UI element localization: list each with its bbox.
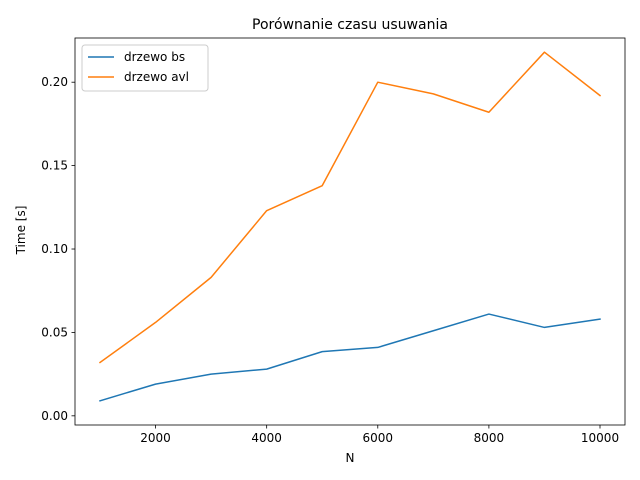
x-tick-label: 6000 bbox=[363, 431, 394, 445]
y-tick-label: 0.05 bbox=[41, 325, 68, 339]
x-tick-label: 10000 bbox=[581, 431, 619, 445]
y-axis-label: Time [s] bbox=[14, 206, 28, 256]
x-tick-label: 2000 bbox=[140, 431, 171, 445]
legend-label-1: drzewo bs bbox=[124, 50, 185, 64]
x-tick-label: 8000 bbox=[474, 431, 505, 445]
y-tick-label: 0.20 bbox=[41, 75, 68, 89]
legend: drzewo bs drzewo avl bbox=[81, 44, 209, 92]
y-tick-label: 0.00 bbox=[41, 409, 68, 423]
x-axis-label: N bbox=[346, 451, 355, 465]
y-tick-label: 0.15 bbox=[41, 159, 68, 173]
plot-frame bbox=[74, 37, 626, 426]
series-line-2 bbox=[98, 51, 602, 364]
y-tick-label: 0.10 bbox=[41, 242, 68, 256]
legend-label-2: drzewo avl bbox=[124, 70, 189, 84]
x-tick-label: 4000 bbox=[251, 431, 282, 445]
series-line-1 bbox=[99, 313, 601, 402]
chart-title: Porównanie czasu usuwania bbox=[252, 17, 448, 33]
